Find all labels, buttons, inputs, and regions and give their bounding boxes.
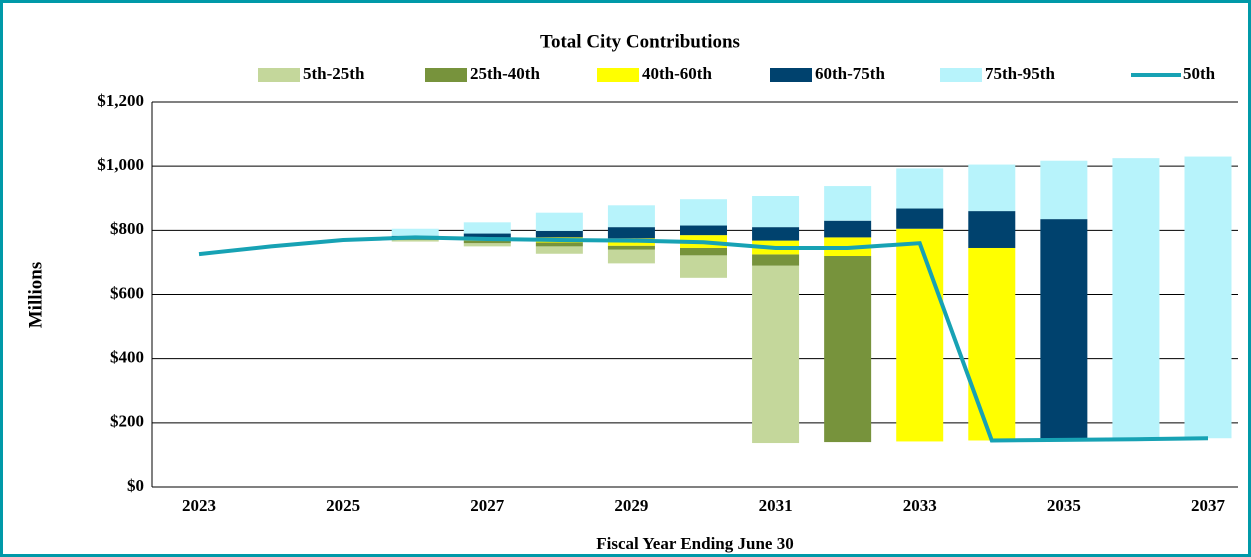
bar-segment [680, 199, 727, 226]
line-series [198, 235, 1209, 443]
legend-swatch [258, 68, 300, 82]
bar-segment [752, 254, 800, 266]
x-tick-label: 2029 [614, 496, 648, 515]
bar-segment [535, 246, 583, 254]
bar-segment [463, 233, 511, 238]
bar-segment [896, 208, 944, 229]
bar-segment [1184, 156, 1232, 439]
legend-swatch [770, 68, 812, 82]
legend-label: 75th-95th [985, 64, 1055, 83]
x-tick-label: 2031 [759, 496, 793, 515]
y-tick-label: $400 [110, 348, 144, 367]
bar-segment [535, 242, 583, 247]
bar-segment [680, 247, 727, 256]
bar-segment [463, 243, 511, 247]
legend-label: 5th-25th [303, 64, 365, 83]
legend-swatch [425, 68, 467, 82]
legend-label: 40th-60th [642, 64, 712, 83]
legend-swatch [597, 68, 639, 82]
x-tick-label: 2023 [182, 496, 216, 515]
legend-label: 25th-40th [470, 64, 540, 83]
bar-segment [607, 245, 655, 250]
bar-segment [463, 222, 511, 234]
x-tick-label: 2037 [1191, 496, 1226, 515]
bar-segment [391, 239, 439, 242]
x-tick-label: 2025 [326, 496, 360, 515]
bar-segment [824, 256, 872, 443]
bar-segment [968, 211, 1016, 248]
x-axis-title: Fiscal Year Ending June 30 [596, 534, 793, 553]
y-tick-label: $800 [110, 219, 144, 238]
bar-segment [680, 225, 727, 236]
bar-segment [968, 247, 1016, 441]
bar-segment [1040, 219, 1088, 440]
bar-segment [1040, 160, 1088, 220]
bar-segment [607, 227, 655, 239]
bar-segment [752, 227, 800, 241]
y-tick-label: $0 [127, 476, 144, 495]
bar-segment [896, 228, 944, 442]
bar-segment [752, 265, 800, 444]
legend-label: 50th [1183, 64, 1216, 83]
bar-segment [968, 164, 1016, 212]
bar-segment [896, 168, 944, 209]
x-tick-label: 2033 [903, 496, 937, 515]
bar-segment [752, 196, 800, 228]
bar-segment [680, 255, 727, 278]
x-tick-label: 2027 [470, 496, 505, 515]
y-tick-label: $200 [110, 412, 144, 431]
bar-segment [824, 186, 872, 221]
bar-segment [391, 238, 439, 240]
y-tick-label: $1,000 [97, 155, 144, 174]
y-tick-label: $1,200 [97, 91, 144, 110]
bar-segment [535, 230, 583, 238]
bar-segment [824, 220, 872, 238]
x-tick-label: 2035 [1047, 496, 1081, 515]
chart-title: Total City Contributions [540, 31, 740, 52]
bar-segment [391, 228, 439, 236]
legend-swatch [940, 68, 982, 82]
bar-segment [607, 205, 655, 228]
legend-label: 60th-75th [815, 64, 885, 83]
y-axis-title: Millions [25, 262, 46, 329]
y-tick-label: $600 [110, 283, 144, 302]
bar-segment [535, 212, 583, 231]
bar-segment [1112, 158, 1160, 439]
bar-segment [607, 249, 655, 264]
bar-segment [463, 240, 511, 244]
